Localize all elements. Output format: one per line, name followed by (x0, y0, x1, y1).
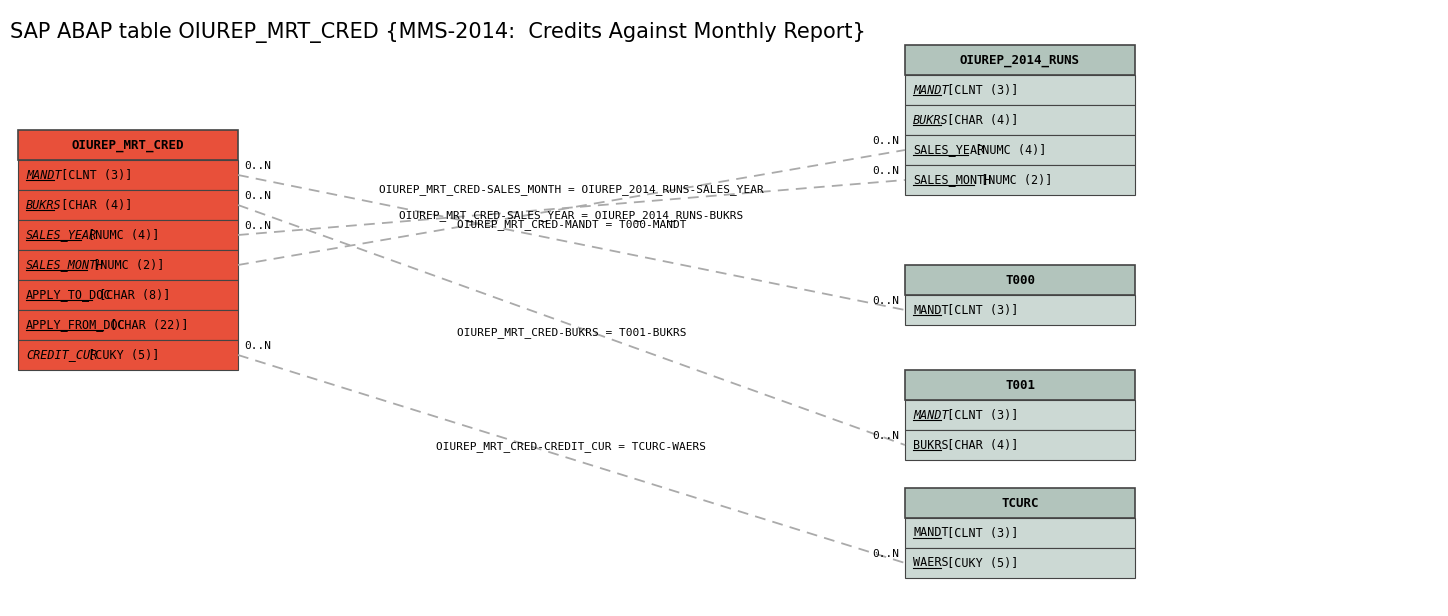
Text: APPLY_TO_DOC: APPLY_TO_DOC (26, 288, 111, 301)
Text: CREDIT_CUR: CREDIT_CUR (26, 349, 97, 362)
FancyBboxPatch shape (905, 518, 1135, 548)
Text: OIUREP_MRT_CRED: OIUREP_MRT_CRED (72, 139, 184, 152)
Text: SAP ABAP table OIUREP_MRT_CRED {MMS-2014:  Credits Against Monthly Report}: SAP ABAP table OIUREP_MRT_CRED {MMS-2014… (10, 22, 866, 43)
Text: 0..N: 0..N (872, 136, 899, 146)
Text: [CHAR (4)]: [CHAR (4)] (941, 439, 1019, 452)
Text: [CHAR (22)]: [CHAR (22)] (103, 318, 188, 331)
FancyBboxPatch shape (905, 548, 1135, 578)
FancyBboxPatch shape (905, 400, 1135, 430)
Text: [NUMC (4)]: [NUMC (4)] (81, 229, 159, 241)
Text: MANDT: MANDT (914, 84, 948, 97)
Text: OIUREP_MRT_CRED-BUKRS = T001-BUKRS: OIUREP_MRT_CRED-BUKRS = T001-BUKRS (456, 328, 686, 338)
Text: SALES_YEAR: SALES_YEAR (914, 144, 985, 156)
FancyBboxPatch shape (17, 190, 237, 220)
FancyBboxPatch shape (905, 430, 1135, 460)
FancyBboxPatch shape (905, 488, 1135, 518)
FancyBboxPatch shape (905, 295, 1135, 325)
Text: [CHAR (4)]: [CHAR (4)] (941, 113, 1019, 126)
Text: SALES_YEAR: SALES_YEAR (26, 229, 97, 241)
FancyBboxPatch shape (17, 220, 237, 250)
Text: BUKRS: BUKRS (914, 439, 948, 452)
Text: [CLNT (3)]: [CLNT (3)] (941, 408, 1019, 421)
Text: [NUMC (2)]: [NUMC (2)] (973, 174, 1051, 187)
FancyBboxPatch shape (17, 250, 237, 280)
Text: [CUKY (5)]: [CUKY (5)] (941, 556, 1019, 570)
FancyBboxPatch shape (905, 105, 1135, 135)
Text: SALES_MONTH: SALES_MONTH (26, 259, 104, 272)
FancyBboxPatch shape (17, 280, 237, 310)
Text: 0..N: 0..N (245, 161, 271, 171)
FancyBboxPatch shape (17, 160, 237, 190)
FancyBboxPatch shape (905, 265, 1135, 295)
Text: [CUKY (5)]: [CUKY (5)] (81, 349, 159, 362)
Text: [CHAR (8)]: [CHAR (8)] (93, 288, 171, 301)
Text: 0..N: 0..N (872, 296, 899, 306)
FancyBboxPatch shape (905, 45, 1135, 75)
Text: [CHAR (4)]: [CHAR (4)] (54, 198, 132, 211)
Text: [NUMC (4)]: [NUMC (4)] (969, 144, 1047, 156)
Text: MANDT: MANDT (26, 169, 62, 182)
FancyBboxPatch shape (17, 340, 237, 370)
Text: 0..N: 0..N (872, 431, 899, 441)
Text: MANDT: MANDT (914, 408, 948, 421)
Text: T000: T000 (1005, 274, 1035, 286)
FancyBboxPatch shape (17, 130, 237, 160)
Text: TCURC: TCURC (1001, 496, 1038, 509)
FancyBboxPatch shape (17, 310, 237, 340)
Text: OIUREP_MRT_CRED-MANDT = T000-MANDT: OIUREP_MRT_CRED-MANDT = T000-MANDT (456, 219, 686, 230)
FancyBboxPatch shape (905, 370, 1135, 400)
Text: MANDT: MANDT (914, 527, 948, 540)
Text: [NUMC (2)]: [NUMC (2)] (87, 259, 165, 272)
Text: [CLNT (3)]: [CLNT (3)] (941, 527, 1019, 540)
Text: T001: T001 (1005, 378, 1035, 392)
Text: OIUREP_MRT_CRED-SALES_YEAR = OIUREP_2014_RUNS-BUKRS: OIUREP_MRT_CRED-SALES_YEAR = OIUREP_2014… (400, 210, 744, 221)
Text: OIUREP_MRT_CRED-SALES_MONTH = OIUREP_2014_RUNS-SALES_YEAR: OIUREP_MRT_CRED-SALES_MONTH = OIUREP_201… (379, 184, 765, 195)
FancyBboxPatch shape (905, 135, 1135, 165)
Text: MANDT: MANDT (914, 304, 948, 317)
Text: WAERS: WAERS (914, 556, 948, 570)
Text: 0..N: 0..N (872, 549, 899, 559)
Text: OIUREP_MRT_CRED-CREDIT_CUR = TCURC-WAERS: OIUREP_MRT_CRED-CREDIT_CUR = TCURC-WAERS (436, 442, 707, 453)
Text: APPLY_FROM_DOC: APPLY_FROM_DOC (26, 318, 126, 331)
Text: 0..N: 0..N (872, 166, 899, 176)
Text: 0..N: 0..N (245, 221, 271, 231)
Text: BUKRS: BUKRS (914, 113, 948, 126)
Text: SALES_MONTH: SALES_MONTH (914, 174, 992, 187)
Text: BUKRS: BUKRS (26, 198, 62, 211)
FancyBboxPatch shape (905, 165, 1135, 195)
Text: 0..N: 0..N (245, 191, 271, 201)
FancyBboxPatch shape (905, 75, 1135, 105)
Text: [CLNT (3)]: [CLNT (3)] (941, 84, 1019, 97)
Text: [CLNT (3)]: [CLNT (3)] (54, 169, 132, 182)
Text: 0..N: 0..N (245, 341, 271, 351)
Text: OIUREP_2014_RUNS: OIUREP_2014_RUNS (960, 54, 1080, 67)
Text: [CLNT (3)]: [CLNT (3)] (941, 304, 1019, 317)
